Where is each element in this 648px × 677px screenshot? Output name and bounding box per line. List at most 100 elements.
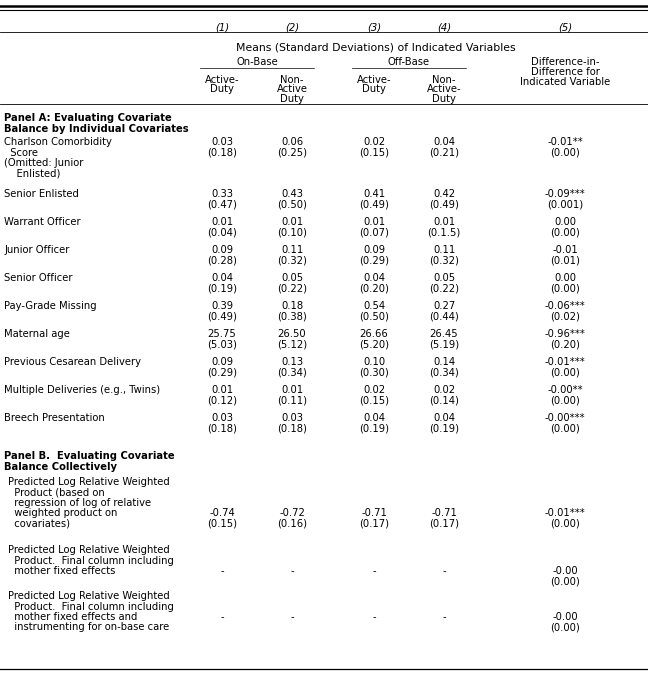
Text: 0.01: 0.01 <box>363 217 385 227</box>
Text: (0.15): (0.15) <box>207 519 237 529</box>
Text: -: - <box>372 612 376 622</box>
Text: -0.96***: -0.96*** <box>544 329 585 339</box>
Text: (0.32): (0.32) <box>277 255 307 265</box>
Text: (0.49): (0.49) <box>207 311 237 322</box>
Text: 0.01: 0.01 <box>281 385 303 395</box>
Text: (0.12): (0.12) <box>207 395 237 406</box>
Text: 0.14: 0.14 <box>433 357 455 367</box>
Text: Balance by Individual Covariates: Balance by Individual Covariates <box>4 124 189 134</box>
Text: (5.03): (5.03) <box>207 339 237 349</box>
Text: (0.00): (0.00) <box>550 368 580 378</box>
Text: -: - <box>220 566 224 576</box>
Text: (0.07): (0.07) <box>359 227 389 238</box>
Text: 0.02: 0.02 <box>363 385 385 395</box>
Text: 0.10: 0.10 <box>363 357 385 367</box>
Text: Warrant Officer: Warrant Officer <box>4 217 80 227</box>
Text: 0.18: 0.18 <box>281 301 303 311</box>
Text: Senior Enlisted: Senior Enlisted <box>4 189 79 199</box>
Text: Off-Base: Off-Base <box>388 57 430 67</box>
Text: (0.18): (0.18) <box>207 148 237 158</box>
Text: Senior Officer: Senior Officer <box>4 273 73 283</box>
Text: 0.02: 0.02 <box>363 137 385 147</box>
Text: Difference for: Difference for <box>531 67 599 77</box>
Text: Duty: Duty <box>362 85 386 95</box>
Text: 0.00: 0.00 <box>554 217 576 227</box>
Text: (0.49): (0.49) <box>359 200 389 209</box>
Text: Duty: Duty <box>432 94 456 104</box>
Text: 0.01: 0.01 <box>281 217 303 227</box>
Text: (0.32): (0.32) <box>429 255 459 265</box>
Text: Panel A: Evaluating Covariate: Panel A: Evaluating Covariate <box>4 113 172 123</box>
Text: (0.10): (0.10) <box>277 227 307 238</box>
Text: Balance Collectively: Balance Collectively <box>4 462 117 472</box>
Text: Duty: Duty <box>280 94 304 104</box>
Text: mother fixed effects: mother fixed effects <box>8 566 115 576</box>
Text: Panel B.  Evaluating Covariate: Panel B. Evaluating Covariate <box>4 451 174 461</box>
Text: -: - <box>220 612 224 622</box>
Text: Predicted Log Relative Weighted: Predicted Log Relative Weighted <box>8 591 170 601</box>
Text: 0.43: 0.43 <box>281 189 303 199</box>
Text: Multiple Deliveries (e.g., Twins): Multiple Deliveries (e.g., Twins) <box>4 385 160 395</box>
Text: (0.44): (0.44) <box>429 311 459 322</box>
Text: -0.71: -0.71 <box>361 508 387 519</box>
Text: (0.20): (0.20) <box>550 339 580 349</box>
Text: 0.09: 0.09 <box>211 357 233 367</box>
Text: (0.38): (0.38) <box>277 311 307 322</box>
Text: (3): (3) <box>367 22 381 32</box>
Text: (5.12): (5.12) <box>277 339 307 349</box>
Text: 0.03: 0.03 <box>281 413 303 423</box>
Text: Difference-in-: Difference-in- <box>531 57 599 67</box>
Text: Active-: Active- <box>356 75 391 85</box>
Text: (0.34): (0.34) <box>277 368 307 378</box>
Text: Predicted Log Relative Weighted: Predicted Log Relative Weighted <box>8 477 170 487</box>
Text: Product.  Final column including: Product. Final column including <box>8 556 174 565</box>
Text: -0.00: -0.00 <box>552 612 578 622</box>
Text: (0.20): (0.20) <box>359 284 389 294</box>
Text: (0.22): (0.22) <box>277 284 307 294</box>
Text: (0.21): (0.21) <box>429 148 459 158</box>
Text: (0.19): (0.19) <box>359 424 389 433</box>
Text: 0.01: 0.01 <box>211 385 233 395</box>
Text: -: - <box>372 566 376 576</box>
Text: -: - <box>290 612 294 622</box>
Text: -0.09***: -0.09*** <box>544 189 585 199</box>
Text: instrumenting for on-base care: instrumenting for on-base care <box>8 622 169 632</box>
Text: 0.33: 0.33 <box>211 189 233 199</box>
Text: (0.11): (0.11) <box>277 395 307 406</box>
Text: Active-: Active- <box>426 85 461 95</box>
Text: 0.04: 0.04 <box>433 413 455 423</box>
Text: -0.00***: -0.00*** <box>545 413 585 423</box>
Text: (0.47): (0.47) <box>207 200 237 209</box>
Text: 0.03: 0.03 <box>211 413 233 423</box>
Text: (0.29): (0.29) <box>359 255 389 265</box>
Text: (0.18): (0.18) <box>207 424 237 433</box>
Text: Score: Score <box>4 148 38 158</box>
Text: Breech Presentation: Breech Presentation <box>4 413 105 423</box>
Text: 0.01: 0.01 <box>211 217 233 227</box>
Text: Maternal age: Maternal age <box>4 329 70 339</box>
Text: 0.54: 0.54 <box>363 301 385 311</box>
Text: 0.04: 0.04 <box>211 273 233 283</box>
Text: -0.01***: -0.01*** <box>544 508 585 519</box>
Text: Indicated Variable: Indicated Variable <box>520 77 610 87</box>
Text: (0.15): (0.15) <box>359 148 389 158</box>
Text: 0.04: 0.04 <box>433 137 455 147</box>
Text: (0.00): (0.00) <box>550 519 580 529</box>
Text: 0.27: 0.27 <box>433 301 455 311</box>
Text: -0.72: -0.72 <box>279 508 305 519</box>
Text: -0.00**: -0.00** <box>547 385 583 395</box>
Text: covariates): covariates) <box>8 519 70 529</box>
Text: mother fixed effects and: mother fixed effects and <box>8 612 137 622</box>
Text: (4): (4) <box>437 22 451 32</box>
Text: (5.19): (5.19) <box>429 339 459 349</box>
Text: -0.01: -0.01 <box>552 245 578 255</box>
Text: (0.1.5): (0.1.5) <box>428 227 461 238</box>
Text: (0.00): (0.00) <box>550 424 580 433</box>
Text: Enlisted): Enlisted) <box>4 169 60 179</box>
Text: (0.01): (0.01) <box>550 255 580 265</box>
Text: 26.50: 26.50 <box>278 329 307 339</box>
Text: (0.49): (0.49) <box>429 200 459 209</box>
Text: -0.01**: -0.01** <box>547 137 583 147</box>
Text: 0.00: 0.00 <box>554 273 576 283</box>
Text: (0.00): (0.00) <box>550 284 580 294</box>
